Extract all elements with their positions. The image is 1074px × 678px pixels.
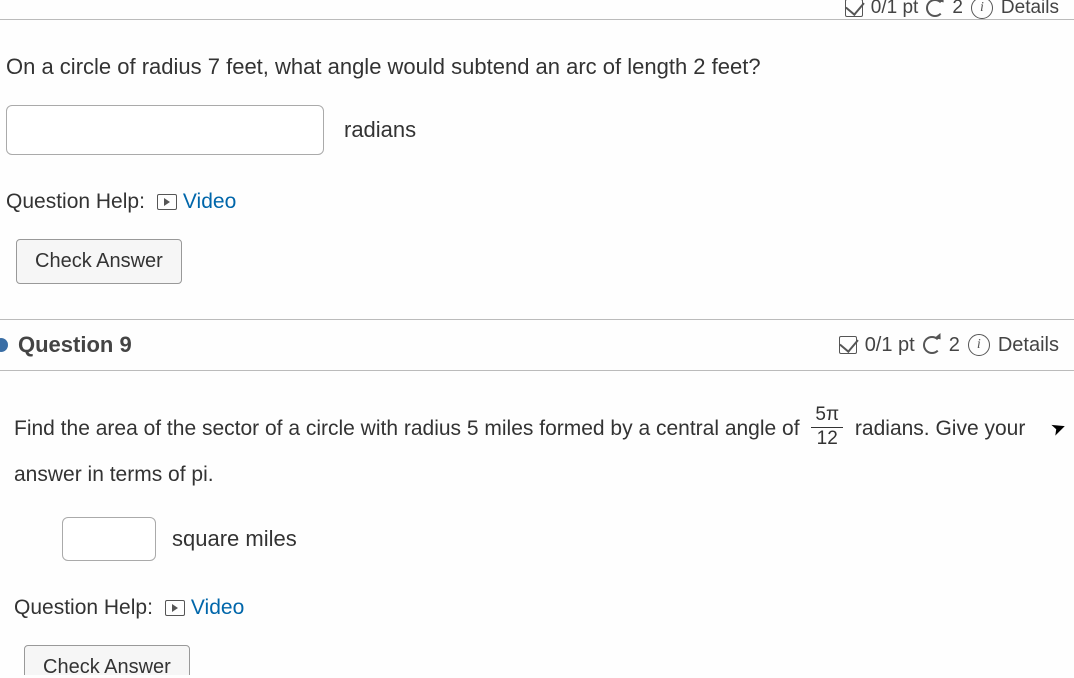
q8-score: 0/1 pt: [871, 0, 919, 19]
q9-details-link[interactable]: Details: [998, 334, 1059, 357]
q8-attempts: 2: [952, 0, 963, 19]
retry-icon: [923, 336, 941, 354]
q9-check-wrap: Check Answer: [14, 645, 1074, 675]
q9-meta: 0/1 pt 2 i Details: [839, 334, 1059, 357]
q9-prompt: Find the area of the sector of a circle …: [14, 406, 1074, 497]
video-icon: [165, 600, 185, 616]
q9-unit: square miles: [172, 526, 297, 552]
checkbox-icon: [839, 336, 857, 354]
q8-header-strip: 0/1 pt 2 i Details: [0, 0, 1074, 20]
checkbox-icon: [845, 0, 863, 17]
bullet-icon: [0, 338, 8, 352]
q9-title-wrap: Question 9: [0, 332, 132, 358]
q8-prompt: On a circle of radius 7 feet, what angle…: [6, 50, 1074, 83]
q8-meta: 0/1 pt 2 i Details: [845, 0, 1059, 19]
q8-video-link[interactable]: Video: [157, 190, 236, 214]
info-icon[interactable]: i: [971, 0, 993, 19]
q9-fraction-num: 5π: [811, 404, 843, 428]
q9-help-row: Question Help: Video: [14, 596, 1074, 620]
video-icon: [157, 194, 177, 210]
q9-video-link[interactable]: Video: [165, 596, 244, 620]
q8-help-row: Question Help: Video: [6, 190, 1074, 214]
q9-check-answer-button[interactable]: Check Answer: [24, 645, 190, 675]
q9-score: 0/1 pt: [865, 334, 915, 357]
q8-video-label: Video: [183, 190, 236, 214]
q8-check-answer-button[interactable]: Check Answer: [16, 239, 182, 284]
q9-video-label: Video: [191, 596, 244, 620]
q8-help-label: Question Help:: [6, 190, 145, 214]
q9-help-label: Question Help:: [14, 596, 153, 620]
q8-details-link[interactable]: Details: [1001, 0, 1059, 19]
q9-answer-input[interactable]: [62, 517, 156, 561]
q8-answer-input[interactable]: [6, 105, 324, 155]
q9-fraction: 5π 12: [811, 404, 843, 451]
retry-icon: [926, 0, 944, 17]
q8-unit: radians: [344, 117, 416, 143]
q9-title[interactable]: Question 9: [18, 332, 132, 358]
q8-answer-row: radians: [6, 105, 1074, 155]
q9-prompt-part1: Find the area of the sector of a circle …: [14, 417, 805, 440]
question-8-body: On a circle of radius 7 feet, what angle…: [0, 20, 1074, 319]
question-9-body: Find the area of the sector of a circle …: [0, 371, 1074, 675]
q9-answer-row: square miles: [14, 517, 1074, 561]
q9-attempts: 2: [949, 334, 960, 357]
q9-fraction-den: 12: [813, 428, 842, 451]
info-icon[interactable]: i: [968, 334, 990, 356]
question-9-header: Question 9 0/1 pt 2 i Details: [0, 319, 1074, 371]
